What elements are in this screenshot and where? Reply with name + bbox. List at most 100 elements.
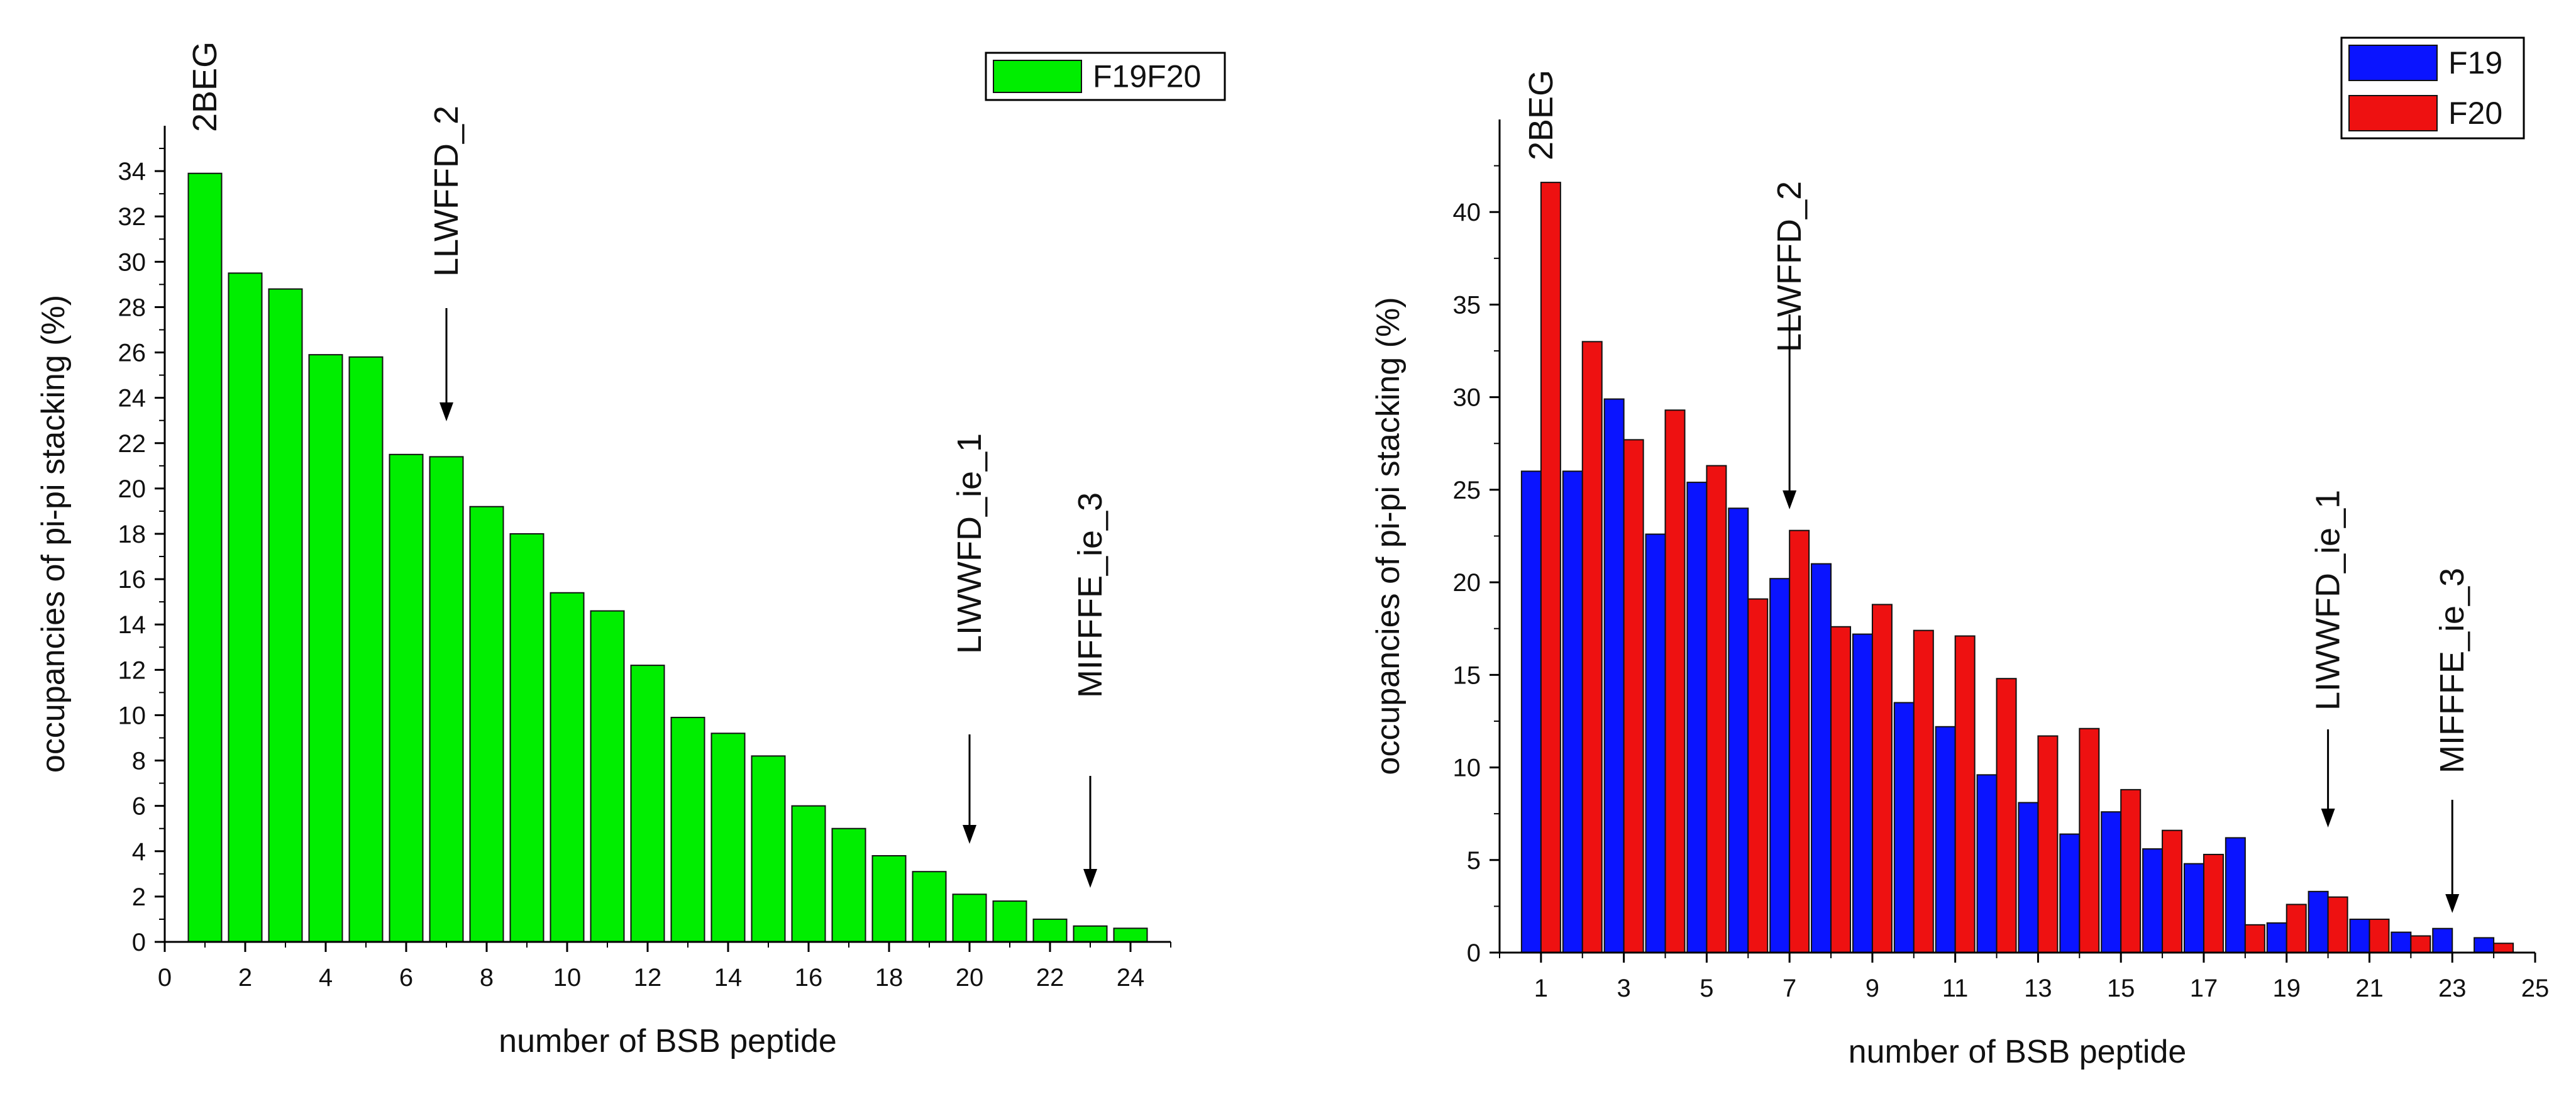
bar [1686,482,1708,953]
annotation-label: 2BEG [1522,70,1560,160]
bar [2410,935,2431,953]
bar [1976,774,1998,954]
x-tick-label: 21 [2355,975,2384,1002]
bar [791,805,826,943]
annotation-label: MIFFFE_ie_3 [2433,568,2471,773]
bar [429,456,464,943]
left-chart: 0 2 4 6 8 10 12 14 16 18 20 22 240246810121416182022… [35,41,1226,1059]
bar [2059,833,2081,953]
annotation-arrow-head [439,402,453,421]
annotation-arrow-head [1083,869,1097,888]
bar [509,533,544,943]
annotation-label: LIWWFD_ie_1 [2309,490,2347,711]
bar [1769,578,1791,953]
bar [2142,848,2164,953]
bar [1935,726,1956,954]
bar [1520,470,1542,953]
annotation-arrow-head [963,825,976,844]
bar [2369,919,2390,953]
bar [389,453,424,943]
bar [308,354,343,943]
bar [1645,533,1666,953]
x-tick-label: 18 [875,964,904,992]
bar [1830,626,1852,953]
bar [2018,802,2039,953]
bar [2120,788,2142,954]
y-tick-label: 10 [1453,755,1481,782]
x-tick-label: 8 [480,964,494,992]
bar [1623,439,1644,953]
y-tick-label: 20 [1453,569,1481,597]
bar [2474,937,2495,954]
bar [2244,924,2265,954]
y-tick-label: 32 [118,203,146,231]
bar [1562,470,1583,953]
bar [590,610,625,943]
y-tick-label: 5 [1467,847,1481,875]
annotation-arrow-head [2445,894,2460,913]
bar [630,665,665,943]
bar [1728,507,1749,953]
bar [1852,633,1873,953]
annotation-label: LLWFFD_2 [428,106,465,277]
y-axis-label: occupancies of pi-pi stacking (%) [1370,297,1407,775]
bar [1893,702,1915,953]
x-tick-label: 2 [238,964,252,992]
x-tick-label: 19 [2272,975,2301,1002]
bar [2432,927,2453,953]
bar [1603,398,1625,953]
y-tick-label: 30 [118,248,146,276]
legend-label: F19F20 [1093,59,1201,94]
bar [550,592,585,943]
bar [992,900,1027,943]
x-tick-label: 16 [795,964,823,992]
annotation-label: LIWWFD_ie_1 [951,433,988,654]
bar [2101,811,2122,953]
bar [2225,837,2246,954]
y-tick-label: 20 [118,475,146,503]
y-tick-label: 12 [118,656,146,684]
bar [670,717,705,943]
bar [871,854,907,943]
x-tick-label: 22 [1036,964,1064,992]
bar [1540,182,1561,954]
x-axis-label: number of BSB peptide [1849,1034,2187,1070]
bar [1996,678,2017,953]
bar [1664,409,1686,953]
annotation-label: 2BEG [186,41,224,132]
x-tick-label: 9 [1866,975,1879,1002]
y-tick-label: 26 [118,340,146,367]
bar [1581,341,1603,953]
bar [710,733,746,943]
y-tick-label: 22 [118,430,146,458]
bar [268,288,303,943]
bar [2327,896,2348,953]
bar [1113,927,1148,943]
x-tick-label: 17 [2190,975,2218,1002]
bar [751,755,786,943]
x-tick-label: 6 [399,964,413,992]
bar [912,871,947,943]
bar [1913,629,1934,953]
y-tick-label: 0 [1467,939,1481,967]
annotation-arrow-head [2321,809,2335,827]
bar [831,827,866,943]
x-axis-label: number of BSB peptide [499,1023,837,1059]
y-tick-label: 25 [1453,477,1481,504]
bar [2349,919,2370,953]
annotation-label: MIFFFE_ie_3 [1071,492,1109,698]
bar [1811,563,1832,953]
annotation-arrow-head [1783,490,1797,509]
x-tick-label: 10 [553,964,582,992]
bar [2183,863,2204,953]
bar [2286,904,2307,954]
y-tick-label: 28 [118,294,146,321]
y-tick-label: 4 [132,838,146,866]
x-tick-label: 13 [2024,975,2052,1002]
bar [1073,925,1108,943]
bar [1789,529,1810,953]
legend-swatch [993,60,1082,93]
x-tick-label: 11 [1942,975,1969,1002]
y-tick-label: 8 [132,748,146,775]
bar [228,272,263,943]
